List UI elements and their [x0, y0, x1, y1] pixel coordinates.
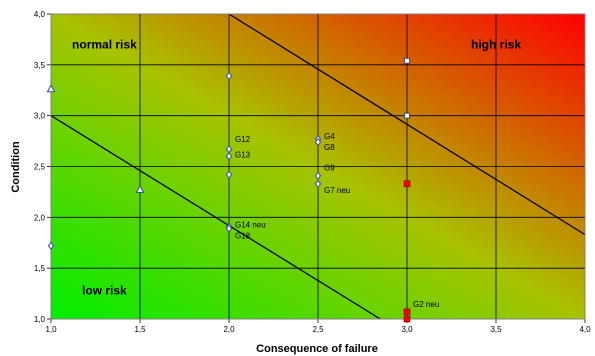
open-square-marker: [404, 57, 410, 64]
filled-square-marker: [403, 180, 411, 188]
zone-label: low risk: [82, 284, 127, 298]
triangle-marker: [135, 184, 145, 193]
point-label: G12: [235, 135, 251, 144]
x-tick-label: 1,5: [134, 325, 146, 334]
point-labels: G12 G13 G14 neu G18 G4 G8 G9 G7 neu G2 neu: [235, 132, 439, 309]
point-label: G2 neu: [413, 300, 439, 309]
y-tick-label: 1,5: [34, 264, 46, 273]
zone-label: high risk: [471, 38, 521, 52]
y-tick-label: 1,0: [34, 315, 46, 324]
plot-frame: [50, 13, 586, 320]
point-label: G8: [324, 143, 335, 152]
diamond-marker: [314, 171, 322, 181]
x-tick-labels: 1,0 1,5 2,0 2,5 3,0 3,5 4,0: [45, 325, 591, 334]
y-tick-label: 3,5: [34, 61, 46, 70]
x-tick-label: 4,0: [579, 325, 591, 334]
y-tick-label: 3,0: [34, 112, 46, 121]
y-tick-label: 4,0: [34, 10, 46, 19]
diamond-marker: [225, 170, 233, 179]
point-label: G18: [235, 232, 251, 241]
x-tick-label: 2,0: [223, 325, 235, 334]
risk-boundary-lines: [50, 13, 586, 320]
x-tick-label: 1,0: [45, 325, 57, 334]
point-label: G14 neu: [235, 220, 266, 229]
open-square-marker: [404, 112, 410, 119]
diamond-marker: [314, 137, 322, 147]
diamond-marker: [225, 71, 233, 81]
diamond-marker: [314, 179, 322, 189]
zone-labels: normal risk high risk low risk: [72, 38, 521, 298]
point-label: G7 neu: [324, 186, 350, 195]
x-tick-label: 3,5: [490, 325, 502, 334]
y-tick-label: 2,5: [34, 163, 46, 172]
zone-label: normal risk: [72, 38, 137, 52]
filled-square-marker: [403, 315, 411, 323]
filled-square-marker: [403, 308, 411, 316]
triangle-marker: [46, 84, 56, 93]
diamond-marker: [225, 224, 233, 233]
x-axis-title: Consequence of failure: [256, 343, 378, 355]
y-tick-label: 2,0: [34, 213, 46, 222]
diamond-marker: [47, 241, 55, 251]
risk-boundary-line: [228, 13, 586, 236]
y-tick-labels: 1,0 1,5 2,0 2,5 3,0 3,5 4,0: [34, 10, 46, 324]
y-axis-title: Condition: [10, 141, 22, 193]
point-label: G13: [235, 150, 251, 159]
x-tick-label: 2,5: [312, 325, 324, 334]
x-tick-label: 3,0: [401, 325, 413, 334]
diamond-marker: [225, 151, 233, 161]
point-label: G9: [324, 164, 335, 173]
data-points: [46, 57, 411, 323]
risk-boundary-line: [50, 115, 381, 320]
point-label: G4: [324, 132, 335, 141]
